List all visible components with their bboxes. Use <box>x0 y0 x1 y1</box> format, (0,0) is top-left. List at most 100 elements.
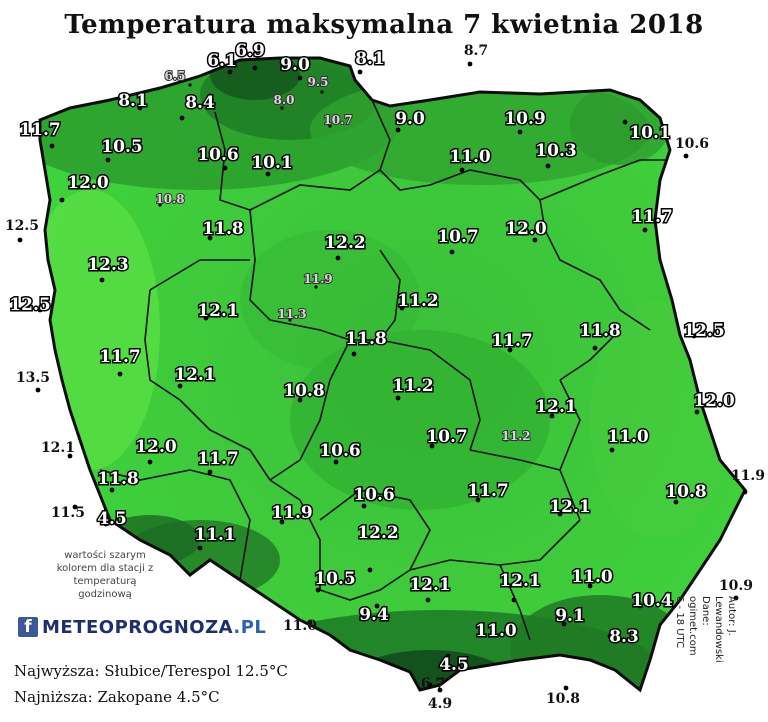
station-value: 10.7 <box>437 227 478 247</box>
station-dot <box>637 603 643 609</box>
station-dot <box>297 75 303 81</box>
station-value: 11.5 <box>51 505 85 521</box>
station: 11.0 <box>283 618 317 634</box>
station-dot <box>563 685 569 691</box>
station: 12.3 <box>86 254 130 283</box>
station-value: 9.1 <box>555 606 585 626</box>
station-value: 12.0 <box>135 437 177 457</box>
station-dot <box>297 397 303 403</box>
station-dot <box>179 115 185 121</box>
station-value: 13.5 <box>16 370 50 386</box>
station: 11.5 <box>51 504 85 521</box>
station-dot <box>622 119 628 125</box>
station-dot <box>511 597 517 603</box>
station: 8.1 <box>354 48 386 75</box>
station-dot <box>279 519 285 525</box>
station-value: 11.0 <box>283 618 317 634</box>
station: 11.2 <box>396 290 440 313</box>
station: 10.4 <box>630 590 675 613</box>
station: 11.0 <box>474 620 519 643</box>
station-value: 4.9 <box>428 696 452 712</box>
station-value: 10.6 <box>319 441 360 461</box>
station: 10.7 <box>425 426 469 449</box>
station: 12.5 <box>682 320 726 343</box>
station-value: 10.8 <box>546 691 580 707</box>
station-value: 10.1 <box>251 153 292 173</box>
station: 11.7 <box>490 330 534 353</box>
station-dot <box>188 83 192 87</box>
station-value: 12.5 <box>9 295 50 315</box>
station-value: 12.0 <box>693 391 735 411</box>
station-dot <box>252 65 258 71</box>
station-dot <box>607 633 613 639</box>
station-dot <box>561 621 567 627</box>
station-dot <box>467 61 473 67</box>
station-value: 9.5 <box>308 75 329 89</box>
logo-text: METEOPROGNOZA.PL <box>42 617 266 638</box>
station: 10.1 <box>622 119 672 145</box>
hourly-note: wartości szarym kolorem dla stacji z tem… <box>56 550 154 600</box>
station: 8.4 <box>179 92 216 121</box>
station: 11.7 <box>630 206 674 233</box>
station-dot <box>609 447 615 453</box>
station-dot <box>517 129 523 135</box>
station: 11.7 <box>18 119 62 149</box>
station-value: 11.7 <box>197 449 238 469</box>
station: 9.0 <box>394 108 426 133</box>
station-dot <box>158 203 162 207</box>
station: 11.0 <box>448 146 492 173</box>
station-dot <box>425 597 431 603</box>
station-value: 10.8 <box>155 192 184 206</box>
station: 12.1 <box>41 440 75 459</box>
station-value: 11.8 <box>97 469 138 489</box>
station-dot <box>335 255 341 261</box>
station: 6.9 <box>234 40 266 71</box>
station-dot <box>137 105 143 111</box>
station: 9.4 <box>358 604 391 627</box>
station-value: 11.2 <box>397 291 438 311</box>
station: 11.0 <box>570 566 615 589</box>
station: 11.8 <box>96 468 140 493</box>
station-dot <box>549 413 555 419</box>
station: 4.5 <box>96 508 129 531</box>
station-dot <box>227 69 233 75</box>
station: 12.0 <box>134 436 178 465</box>
station-dot <box>673 499 679 505</box>
station-dot <box>320 90 324 94</box>
station-dot <box>59 197 65 203</box>
station-value: 8.0 <box>274 93 295 107</box>
station-dot <box>203 315 209 321</box>
station-value: 10.8 <box>665 482 706 502</box>
station-value: 8.3 <box>609 627 639 647</box>
station-dot <box>459 167 465 173</box>
station-dot <box>105 157 111 163</box>
voivodeship-borders <box>99 99 665 641</box>
station-dot <box>691 333 697 339</box>
station-value: 10.9 <box>719 578 753 594</box>
station: 8.3 <box>607 626 640 649</box>
station: 8.1 <box>117 90 150 113</box>
station-dot <box>437 687 443 693</box>
logo[interactable]: f METEOPROGNOZA.PL <box>18 615 266 639</box>
station-value: 11.7 <box>99 347 140 367</box>
station-value: 11.9 <box>303 272 332 286</box>
station-value: 6.1 <box>207 51 237 71</box>
station-value: 11.1 <box>194 525 235 545</box>
station-value: 12.5 <box>5 218 39 234</box>
station-value: 11.0 <box>571 567 613 587</box>
facebook-icon[interactable]: f <box>18 617 38 637</box>
station-dot <box>117 371 123 377</box>
station-dot <box>399 305 405 311</box>
station: 10.8 <box>282 380 326 403</box>
station-value: 11.7 <box>467 481 508 501</box>
station-value: 11.0 <box>449 147 491 167</box>
station-dot <box>429 443 435 449</box>
station-dot <box>109 487 115 493</box>
station-dot <box>197 545 203 551</box>
station-dot <box>67 453 73 459</box>
credits-time: 6 - 18 UTC <box>674 596 685 649</box>
station-dot <box>475 497 481 503</box>
station-dot <box>351 351 357 357</box>
station-dot <box>315 587 321 593</box>
